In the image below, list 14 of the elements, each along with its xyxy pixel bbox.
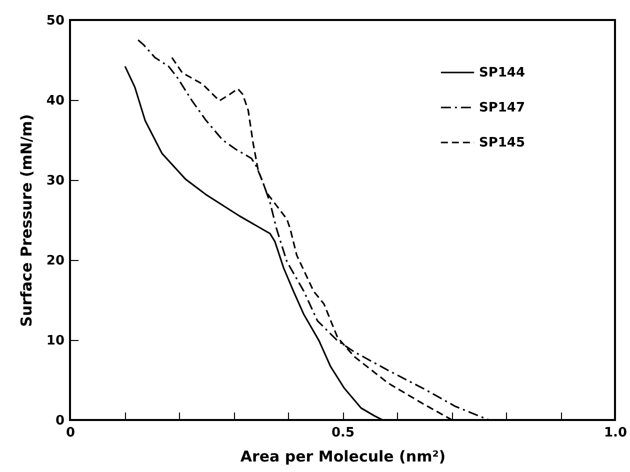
legend-label: SP145 [479, 136, 526, 150]
y-tick-label: 40 [46, 94, 64, 108]
x-tick-label: 1.0 [604, 426, 628, 440]
y-tick-label: 10 [46, 334, 64, 348]
legend-label: SP147 [479, 100, 526, 116]
x-tick-label: 0 [66, 426, 76, 440]
y-tick-label: 0 [55, 414, 64, 428]
y-tick-label: 30 [46, 174, 64, 188]
legend-label: SP144 [479, 66, 526, 80]
y-axis-title: Surface Pressure (mN/m) [17, 114, 36, 327]
y-tick-label: 50 [46, 14, 64, 28]
y-tick-label: 20 [46, 254, 64, 268]
x-tick-label: 0.5 [331, 426, 355, 440]
x-axis-title: Area per Molecule (nm²) [240, 448, 446, 466]
